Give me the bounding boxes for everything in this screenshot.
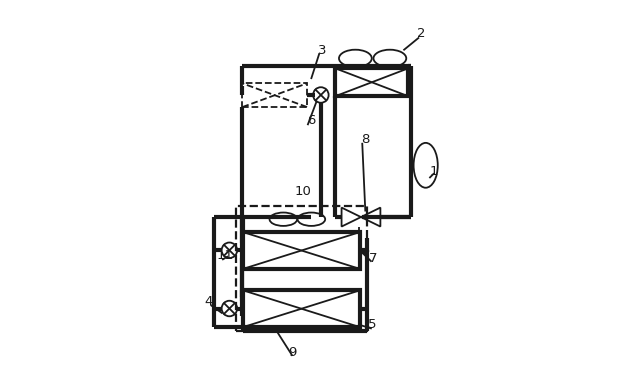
Bar [243, 83, 307, 107]
Text: 2: 2 [417, 27, 426, 40]
Text: 7: 7 [369, 251, 377, 265]
Text: 4: 4 [205, 295, 213, 308]
Bar [243, 232, 360, 269]
Text: 5: 5 [369, 318, 377, 332]
Text: 3: 3 [318, 45, 326, 57]
Bar [335, 68, 408, 96]
Bar [243, 291, 360, 327]
Bar [236, 206, 367, 332]
Text: 10: 10 [294, 185, 311, 198]
Text: 1: 1 [430, 165, 438, 178]
Text: 11: 11 [216, 249, 234, 262]
Text: 6: 6 [307, 113, 316, 127]
Text: 9: 9 [288, 346, 296, 359]
Text: 8: 8 [361, 133, 369, 146]
